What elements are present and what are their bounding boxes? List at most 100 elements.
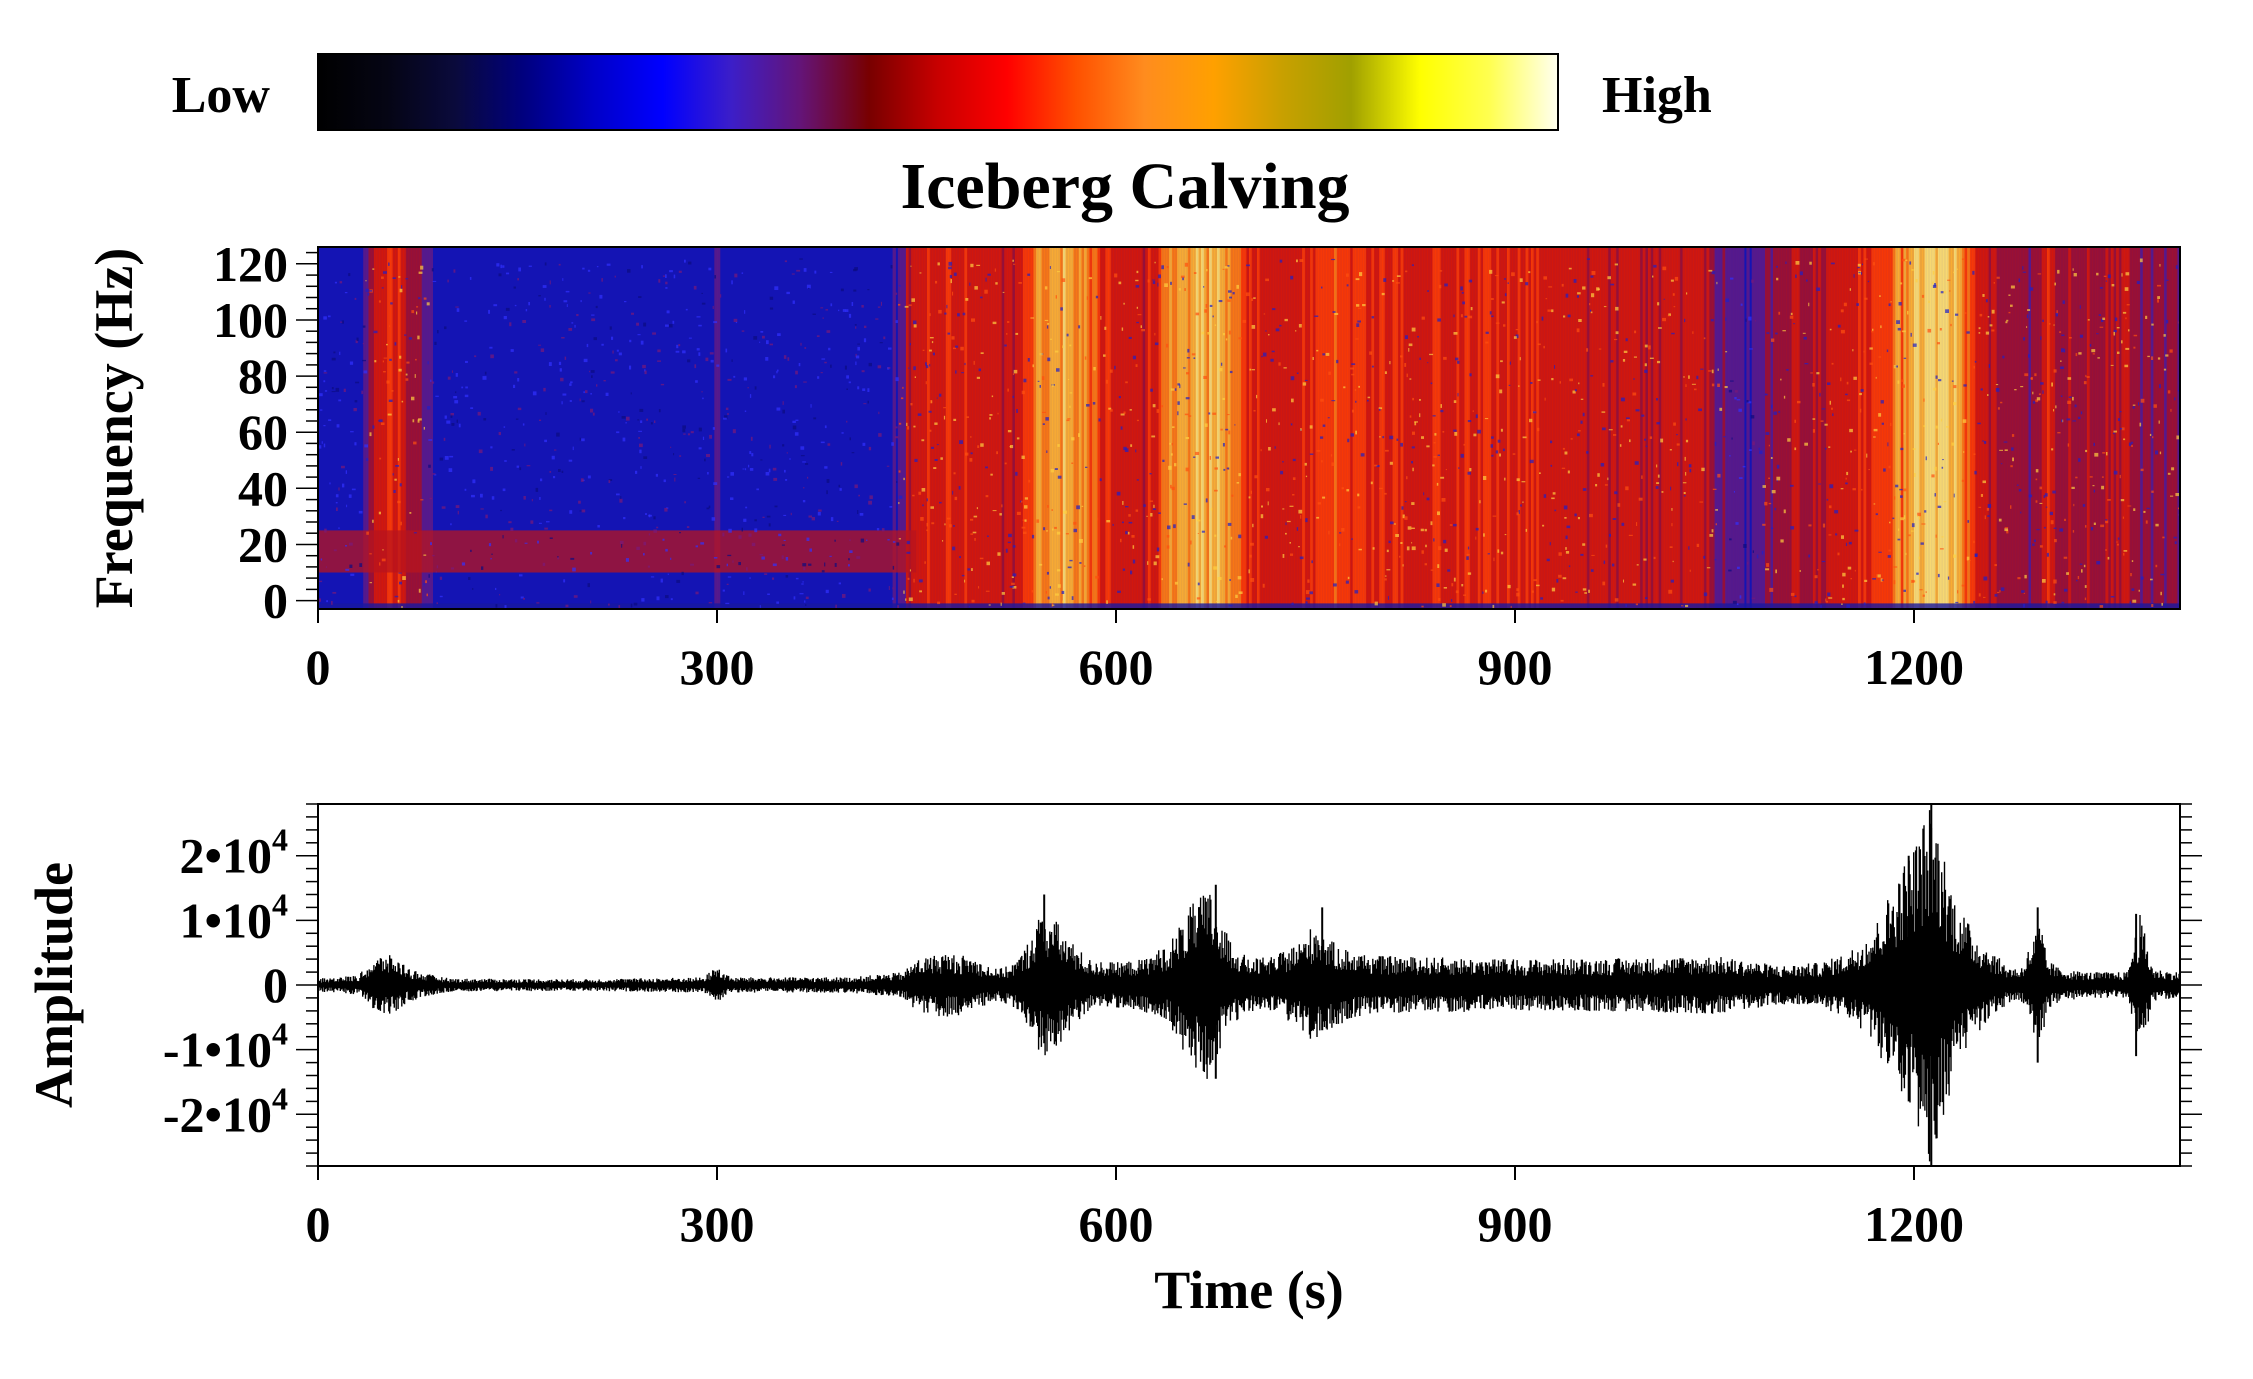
spectrogram-speckle: [323, 372, 328, 374]
spectrogram-speckle: [944, 312, 947, 315]
spectrogram-speckle: [964, 579, 966, 583]
spectrogram-speckle: [1510, 605, 1512, 609]
spectrogram-speckle: [1408, 348, 1410, 352]
spectrogram-speckle: [1215, 456, 1219, 459]
spectrogram-speckle: [2063, 588, 2068, 592]
spectrogram-speckle: [1357, 506, 1361, 509]
spectrogram-speckle: [835, 604, 837, 609]
spectrogram-speckle: [1683, 492, 1686, 494]
spectrogram-speckle: [423, 554, 427, 556]
spectrogram-speckle: [2086, 376, 2090, 378]
spectrogram-speckle: [2110, 596, 2115, 598]
spectrogram-speckle: [1563, 315, 1566, 318]
spectrogram-speckle: [498, 273, 502, 277]
spectrogram-speckle: [1384, 578, 1387, 581]
spectrogram-column: [956, 247, 960, 609]
spectrogram-column: [1265, 247, 1269, 609]
spectrogram-speckle: [1955, 313, 1959, 316]
spectrogram-speckle: [417, 335, 420, 340]
spectrogram-speckle: [345, 470, 347, 474]
spectrogram-speckle: [1730, 277, 1734, 280]
spectrogram-speckle: [565, 604, 569, 608]
spectrogram-speckle: [1069, 392, 1073, 394]
spectrogram-speckle: [1296, 527, 1299, 531]
spectrogram-speckle: [354, 442, 357, 446]
spectrogram-speckle: [578, 500, 581, 504]
spectrogram-speckle: [456, 419, 458, 423]
spectrogram-speckle: [451, 567, 455, 570]
spectrogram-speckle: [1983, 441, 1987, 444]
spectrogram-speckle: [1633, 378, 1635, 380]
spectrogram-speckle: [1880, 578, 1883, 582]
spectrogram-speckle: [1228, 604, 1233, 607]
spectrogram-speckle: [1453, 332, 1458, 335]
spectrogram-speckle: [1645, 597, 1648, 599]
spectrogram-speckle: [743, 377, 747, 381]
spectrogram-speckle: [1007, 321, 1010, 323]
spectrogram-speckle: [1782, 330, 1786, 332]
spectrogram-speckle: [1567, 470, 1570, 474]
spectrogram-speckle: [820, 441, 825, 444]
spectrogram-speckle: [1717, 383, 1720, 387]
spectrogram-speckle: [1577, 292, 1581, 295]
spectrogram-column: [1467, 247, 1471, 609]
spectrogram-speckle: [1436, 583, 1440, 587]
spectrogram-column: [1844, 247, 1849, 609]
spectrogram-speckle: [1778, 411, 1781, 413]
colorbar-low-label: Low: [172, 67, 271, 124]
spectrogram-speckle: [430, 379, 432, 382]
spectrogram-column: [1911, 247, 1915, 609]
spectrogram-speckle: [1574, 389, 1577, 392]
spectrogram-speckle: [2124, 364, 2129, 368]
spectrogram-speckle: [1260, 514, 1264, 519]
spectrogram-speckle: [1012, 395, 1014, 398]
spectrogram-column: [1727, 247, 1732, 609]
spectrogram-speckle: [1453, 577, 1456, 582]
spectrogram-column: [1267, 247, 1271, 609]
spectrogram-speckle: [1224, 545, 1226, 548]
spectrogram-speckle: [776, 601, 779, 604]
spectrogram-column: [1546, 247, 1551, 609]
spectrogram-speckle: [2114, 317, 2118, 322]
spectrogram-speckle: [698, 324, 702, 327]
spectrogram-speckle: [1182, 277, 1184, 281]
spectrogram-speckle: [1554, 365, 1556, 369]
spectrogram-speckle: [1402, 514, 1405, 519]
spectrogram-speckle: [1888, 303, 1891, 307]
spectrogram-speckle: [348, 494, 352, 498]
spectrogram-speckle: [1809, 261, 1812, 265]
spectrogram-speckle: [1945, 309, 1949, 313]
spectrogram-speckle: [646, 418, 648, 421]
spectrogram-speckle: [1869, 347, 1873, 350]
spectrogram-speckle: [1607, 276, 1611, 280]
spectrogram-speckle: [544, 439, 547, 443]
spectrogram-column: [1656, 247, 1660, 609]
spectrogram-column: [1166, 247, 1170, 609]
spectrogram-speckle: [1462, 301, 1465, 305]
spectrogram-speckle: [641, 265, 643, 269]
spectrogram-speckle: [2054, 539, 2057, 543]
spectrogram-speckle: [1267, 501, 1269, 506]
spectrogram-column: [1884, 247, 1888, 609]
spectrogram-speckle: [1292, 458, 1296, 462]
spectrogram-speckle: [1419, 413, 1421, 418]
spectrogram-speckle: [2063, 556, 2068, 559]
spectrogram-speckle: [1927, 328, 1932, 333]
spectrogram-speckle: [2039, 502, 2043, 504]
spectrogram-speckle: [1632, 583, 1637, 586]
spectrogram-speckle: [801, 583, 804, 585]
spectrogram-speckle: [383, 371, 386, 373]
spectrogram-speckle: [1589, 303, 1591, 306]
spectrogram-speckle: [1582, 588, 1587, 591]
spectrogram-speckle: [1576, 328, 1580, 333]
spectrogram-speckle: [1790, 592, 1795, 596]
spectrogram-speckle: [889, 506, 893, 508]
spectrogram-column: [1315, 247, 1319, 609]
spectrogram-speckle: [726, 563, 728, 567]
spectrogram-speckle: [842, 309, 846, 312]
spectrogram-speckle: [335, 387, 340, 392]
spectrogram-speckle: [898, 495, 903, 499]
spectrogram-speckle: [905, 598, 907, 601]
spectrogram-column: [429, 247, 433, 609]
spectrogram-column: [1948, 247, 1952, 609]
